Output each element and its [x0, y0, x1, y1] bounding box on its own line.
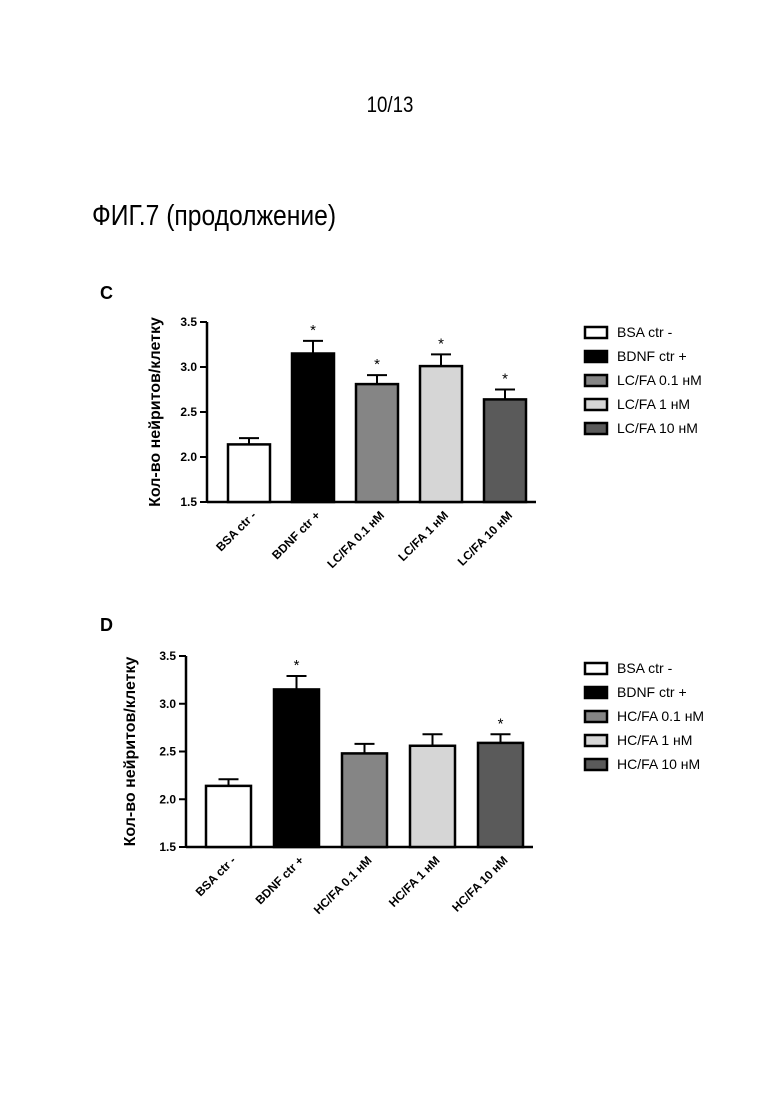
legend-swatch [585, 735, 607, 746]
legend-swatch [585, 687, 607, 698]
bar-chart-d: 1.5 2.0 2.5 3.0 3.5 Кол-во нейритов/клетку BSA… [0, 0, 780, 1000]
bar [410, 746, 455, 847]
category-label: HC/FA 1 нМ [386, 853, 443, 910]
legend-swatch [585, 759, 607, 770]
category-label: HC/FA 0.1 нМ [311, 853, 375, 917]
legend-label: BDNF ctr + [617, 684, 687, 700]
y-tick-label: 2.0 [159, 792, 176, 806]
bar [478, 743, 523, 847]
bar [274, 689, 319, 847]
y-axis-title: Кол-во нейритов/клетку [122, 657, 139, 847]
legend-label: HC/FA 1 нМ [617, 732, 692, 748]
legend-label: HC/FA 0.1 нМ [617, 708, 704, 724]
y-tick-label: 3.0 [159, 697, 176, 711]
legend-label: HC/FA 10 нМ [617, 756, 700, 772]
legend-swatch [585, 663, 607, 674]
y-tick-label: 2.5 [159, 745, 176, 759]
category-label: BSA ctr - [193, 853, 239, 899]
y-tick-label: 1.5 [159, 840, 176, 854]
significance-marker: * [294, 657, 300, 674]
y-tick-label: 3.5 [159, 649, 176, 663]
significance-marker: * [498, 715, 504, 732]
bar [206, 786, 251, 847]
category-label: HC/FA 10 нМ [449, 853, 510, 914]
bar [342, 753, 387, 847]
category-label: BDNF ctr + [253, 853, 307, 907]
legend-label: BSA ctr - [617, 660, 673, 676]
legend-swatch [585, 711, 607, 722]
